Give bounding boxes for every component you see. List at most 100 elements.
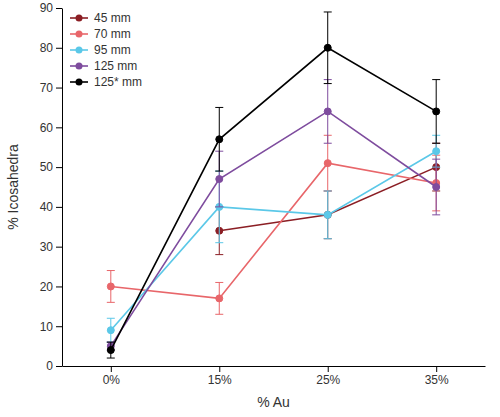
- y-tick-mark: [56, 207, 62, 208]
- y-tick: 70: [40, 81, 62, 95]
- legend-item: 125 mm: [70, 59, 137, 73]
- series-marker: [433, 184, 440, 191]
- legend-item: 95 mm: [70, 43, 131, 57]
- error-bar-cap: [324, 238, 332, 239]
- error-bar-cap: [107, 270, 115, 271]
- legend-label: 125* mm: [94, 75, 142, 89]
- y-tick: 90: [40, 1, 62, 15]
- error-bar: [215, 107, 223, 171]
- series-marker: [324, 44, 331, 51]
- series-line: [111, 163, 436, 298]
- y-tick-mark: [56, 127, 62, 128]
- legend-item: 45 mm: [70, 11, 131, 25]
- error-bar-cap: [107, 302, 115, 303]
- error-bar-cap: [324, 190, 332, 191]
- legend-item: 125* mm: [70, 75, 142, 89]
- series-marker: [324, 160, 331, 167]
- y-tick: 60: [40, 121, 62, 135]
- chart: 0% 15% 25% 35% 0 10 20 30 40 50 60 70 80 90 45 mm 70 mm…: [0, 0, 500, 417]
- legend-marker: [76, 31, 83, 38]
- x-tick: 25%: [316, 366, 340, 387]
- y-tick-label: 60: [40, 121, 54, 135]
- x-axis-line: [63, 366, 486, 367]
- error-bar-cap: [432, 214, 440, 215]
- x-tick-mark: [111, 366, 112, 372]
- y-tick: 20: [40, 280, 62, 294]
- series-marker: [324, 211, 331, 218]
- error-bar: [107, 271, 115, 303]
- y-axis-line: [62, 9, 63, 367]
- series-line: [111, 111, 436, 346]
- series-line: [111, 151, 436, 330]
- y-tick-label: 10: [40, 320, 54, 334]
- error-bar-cap: [324, 143, 332, 144]
- y-tick: 30: [40, 240, 62, 254]
- y-tick-label: 40: [40, 200, 54, 214]
- error-bar-cap: [107, 318, 115, 319]
- error-bar-cap: [324, 190, 332, 191]
- x-axis-title: % Au: [257, 394, 290, 410]
- y-tick-mark: [56, 8, 62, 9]
- error-bar-cap: [432, 159, 440, 160]
- y-tick-label: 90: [40, 1, 54, 15]
- y-tick-label: 70: [40, 81, 54, 95]
- y-axis: 0 10 20 30 40 50 60 70 80 90: [40, 1, 63, 373]
- series: [107, 80, 440, 350]
- series: [107, 135, 440, 342]
- y-tick-label: 50: [40, 160, 54, 174]
- x-axis: 0% 15% 25% 35%: [63, 366, 486, 387]
- y-tick-label: 80: [40, 41, 54, 55]
- x-tick: 0%: [103, 366, 121, 387]
- series: [107, 135, 440, 314]
- series-marker: [107, 327, 114, 334]
- plot: 0% 15% 25% 35% 0 10 20 30 40 50 60 70 80 90 45 mm 70 mm…: [40, 1, 486, 386]
- error-bar-cap: [324, 11, 332, 12]
- error-bar: [215, 282, 223, 314]
- x-tick-mark: [328, 366, 329, 372]
- error-bar-cap: [432, 143, 440, 144]
- legend-marker: [76, 47, 83, 54]
- y-tick-mark: [56, 366, 62, 367]
- error-bar-cap: [432, 143, 440, 144]
- y-tick-mark: [56, 286, 62, 287]
- legend-item: 70 mm: [70, 27, 131, 41]
- y-tick: 50: [40, 160, 62, 174]
- series-marker: [433, 148, 440, 155]
- y-tick-label: 0: [46, 359, 53, 373]
- series-marker: [216, 136, 223, 143]
- y-tick: 10: [40, 320, 62, 334]
- error-bar-cap: [215, 107, 223, 108]
- legend-marker: [76, 15, 83, 22]
- error-bar-cap: [215, 242, 223, 243]
- error-bar: [324, 80, 332, 144]
- legend-label: 95 mm: [94, 43, 131, 57]
- x-tick-mark: [219, 366, 220, 372]
- x-tick: 35%: [425, 366, 449, 387]
- y-tick-mark: [56, 48, 62, 49]
- y-axis-title: % Icosahedra: [5, 144, 21, 230]
- x-tick-label: 0%: [103, 373, 121, 387]
- series-marker: [324, 211, 331, 218]
- error-bar-cap: [432, 79, 440, 80]
- error-bar-cap: [215, 171, 223, 172]
- x-tick-label: 25%: [316, 373, 340, 387]
- error-bar-cap: [215, 282, 223, 283]
- error-bar-cap: [215, 206, 223, 207]
- error-bar-cap: [107, 342, 115, 343]
- error-bar-cap: [215, 206, 223, 207]
- series-marker: [216, 295, 223, 302]
- y-tick-mark: [56, 167, 62, 168]
- error-bar: [107, 318, 115, 342]
- y-tick-label: 20: [40, 280, 54, 294]
- error-bar: [432, 159, 440, 215]
- error-bar: [107, 342, 115, 358]
- error-bar: [324, 191, 332, 239]
- y-tick-label: 30: [40, 240, 54, 254]
- y-tick-mark: [56, 88, 62, 89]
- legend-marker: [76, 79, 83, 86]
- x-tick-mark: [436, 366, 437, 372]
- error-bar: [324, 135, 332, 191]
- series-marker: [107, 347, 114, 354]
- x-tick-label: 15%: [208, 373, 232, 387]
- error-bar-cap: [107, 342, 115, 343]
